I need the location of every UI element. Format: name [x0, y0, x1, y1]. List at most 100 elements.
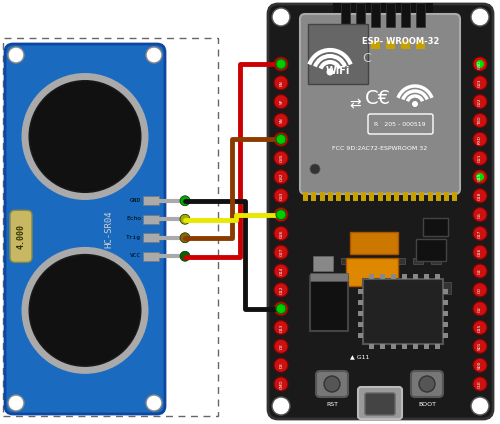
Bar — [416, 3, 425, 27]
Bar — [401, 41, 410, 49]
Bar — [356, 41, 365, 49]
FancyBboxPatch shape — [411, 371, 443, 397]
Bar — [433, 282, 451, 294]
Text: GND: GND — [130, 198, 141, 203]
Bar — [443, 300, 448, 305]
Bar — [395, 258, 405, 264]
Bar — [320, 192, 324, 201]
Text: G18: G18 — [478, 192, 482, 200]
FancyBboxPatch shape — [10, 210, 32, 262]
Text: SP: SP — [280, 99, 284, 104]
Circle shape — [146, 47, 162, 63]
Circle shape — [473, 245, 487, 259]
Circle shape — [274, 302, 288, 316]
Circle shape — [476, 60, 484, 68]
FancyBboxPatch shape — [268, 4, 493, 419]
Circle shape — [180, 214, 190, 224]
Bar — [424, 274, 429, 279]
Bar — [358, 300, 363, 305]
Text: C: C — [362, 53, 372, 65]
Text: Trig: Trig — [126, 235, 141, 240]
Circle shape — [473, 377, 487, 391]
Bar — [424, 344, 429, 349]
Bar — [413, 344, 418, 349]
Text: FCC 9D:2AC72-ESPWROOM 32: FCC 9D:2AC72-ESPWROOM 32 — [332, 147, 428, 151]
Bar — [3, 38, 218, 416]
Text: ESP- WROOM-32: ESP- WROOM-32 — [362, 37, 440, 47]
Bar — [313, 256, 333, 271]
Text: GND: GND — [280, 304, 284, 313]
Bar — [416, 41, 425, 49]
Circle shape — [473, 151, 487, 165]
Circle shape — [180, 233, 190, 243]
Text: G16: G16 — [478, 248, 482, 257]
Bar — [386, 192, 391, 201]
Bar — [358, 289, 363, 294]
Circle shape — [274, 189, 288, 203]
Text: HC-SR04: HC-SR04 — [104, 210, 114, 248]
Circle shape — [272, 8, 290, 26]
Bar — [143, 233, 159, 242]
Bar — [358, 333, 363, 338]
Bar — [435, 344, 440, 349]
Circle shape — [25, 76, 145, 196]
Bar — [143, 215, 159, 224]
Bar — [391, 274, 396, 279]
Bar — [413, 258, 423, 264]
Bar — [336, 192, 341, 201]
Text: RST: RST — [326, 402, 338, 407]
Text: G21: G21 — [478, 154, 482, 162]
Circle shape — [274, 226, 288, 240]
Circle shape — [274, 377, 288, 391]
Circle shape — [274, 264, 288, 278]
Circle shape — [473, 208, 487, 222]
Bar — [378, 192, 382, 201]
Bar — [369, 274, 374, 279]
Bar — [333, 3, 433, 49]
Circle shape — [473, 76, 487, 90]
Bar — [361, 192, 366, 201]
Bar — [416, 239, 446, 261]
Bar — [358, 322, 363, 327]
Circle shape — [473, 95, 487, 109]
Bar — [380, 274, 385, 279]
Text: 3V3: 3V3 — [280, 60, 284, 68]
Text: Echo: Echo — [126, 216, 141, 221]
Bar — [370, 192, 374, 201]
Text: G13: G13 — [280, 324, 284, 332]
Circle shape — [146, 395, 162, 411]
Text: SD0: SD0 — [478, 361, 482, 369]
Text: G25: G25 — [280, 210, 284, 219]
Circle shape — [276, 209, 286, 220]
Circle shape — [473, 283, 487, 297]
Circle shape — [473, 358, 487, 372]
Bar — [346, 258, 398, 286]
Circle shape — [30, 81, 140, 192]
Bar — [358, 311, 363, 316]
Text: G22: G22 — [478, 98, 482, 106]
Bar — [356, 3, 365, 27]
Bar — [401, 3, 410, 27]
Circle shape — [274, 283, 288, 297]
Text: 4.000: 4.000 — [16, 224, 26, 249]
Text: G15: G15 — [478, 324, 482, 332]
FancyBboxPatch shape — [365, 393, 395, 415]
Text: G32: G32 — [280, 173, 284, 181]
Text: G34: G34 — [280, 135, 284, 143]
Text: EN: EN — [280, 80, 284, 86]
Circle shape — [471, 397, 489, 415]
Circle shape — [419, 376, 435, 392]
Bar — [391, 344, 396, 349]
Text: WiFi: WiFi — [326, 66, 350, 76]
Text: VCC: VCC — [130, 253, 141, 258]
Circle shape — [324, 376, 340, 392]
Text: ▲ G11: ▲ G11 — [350, 354, 370, 360]
Bar — [323, 258, 333, 264]
Bar — [359, 258, 369, 264]
Text: CMD: CMD — [280, 379, 284, 389]
Bar — [443, 333, 448, 338]
Text: ⇄: ⇄ — [349, 97, 361, 111]
FancyBboxPatch shape — [5, 44, 165, 414]
Bar — [341, 41, 350, 49]
Text: D3: D3 — [280, 362, 284, 368]
